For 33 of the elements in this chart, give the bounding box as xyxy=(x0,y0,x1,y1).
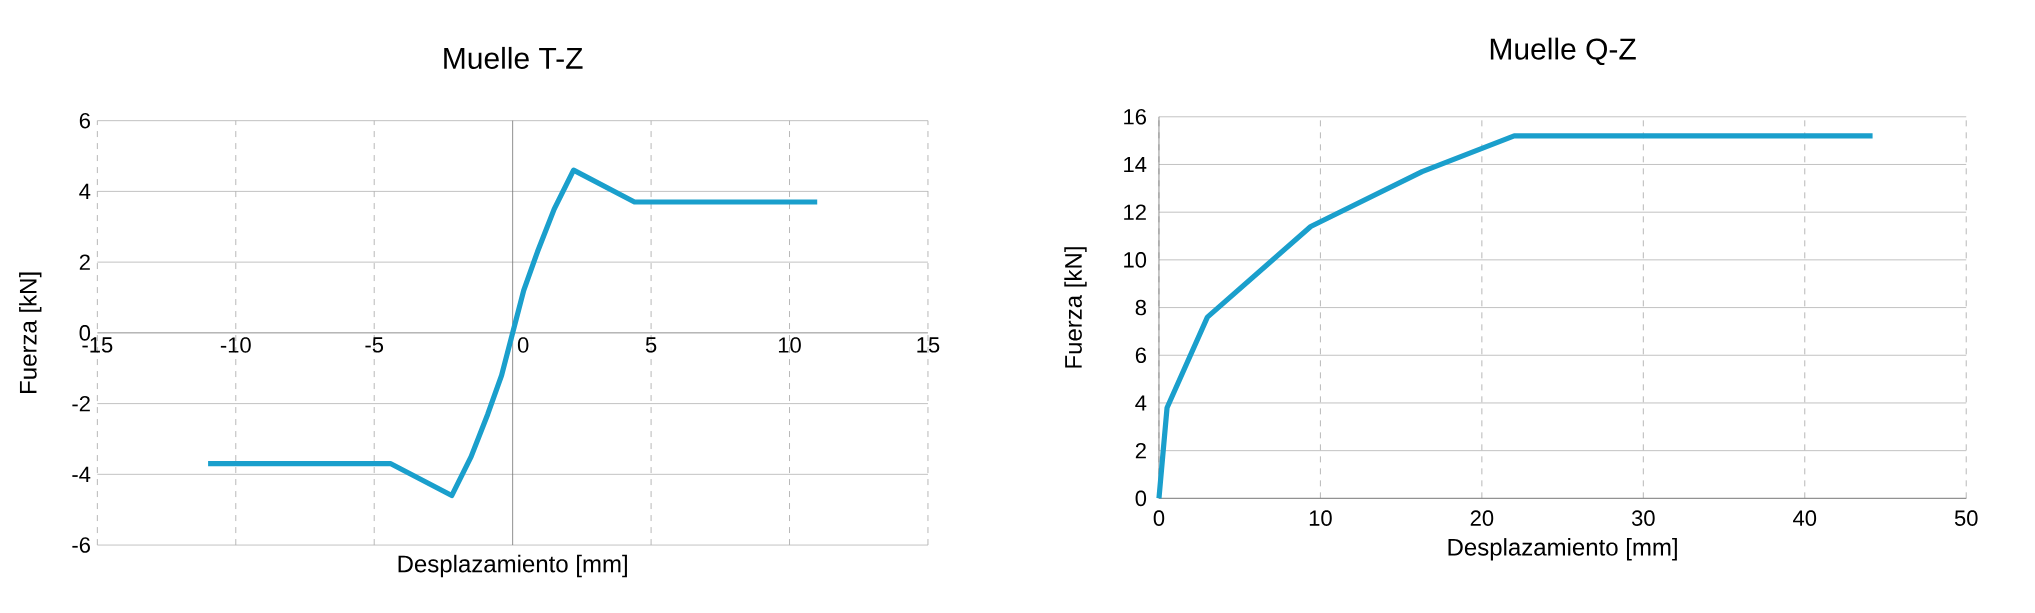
x-tick-label: 5 xyxy=(645,337,657,353)
x-tick-label: -5 xyxy=(365,337,384,353)
x-tick-label: 15 xyxy=(917,337,940,353)
x-tick-label: -10 xyxy=(220,337,251,353)
y-tick-label: 4 xyxy=(79,183,91,199)
y-tick-label: 10 xyxy=(1124,252,1147,268)
x-tick-label: 20 xyxy=(1470,510,1494,526)
x-tick-label: 40 xyxy=(1793,510,1817,526)
y-tick-label: 14 xyxy=(1124,156,1147,173)
y-tick-label: -2 xyxy=(72,395,90,412)
y-tick-label: 6 xyxy=(79,112,90,129)
y-tick-label: 6 xyxy=(1135,347,1146,364)
y-tick-label: 0 xyxy=(1135,490,1147,507)
x-tick-label: 0 xyxy=(1153,510,1165,526)
x-axis-title: Desplazamiento [mm] xyxy=(398,554,627,578)
y-axis-title: Fuerza [kN] xyxy=(19,272,42,393)
chart-title: Muelle Q-Z xyxy=(1490,37,1636,66)
y-axis-title: Fuerza [kN] xyxy=(1064,247,1087,368)
y-tick-label: 8 xyxy=(1135,299,1146,316)
x-tick-label: 0 xyxy=(517,337,529,353)
y-tick-label: -6 xyxy=(72,537,90,553)
y-tick-label: 2 xyxy=(79,254,90,270)
y-tick-label: 16 xyxy=(1124,109,1146,125)
x-axis-title: Desplazamiento [mm] xyxy=(1448,538,1677,561)
x-tick-label: 50 xyxy=(1954,510,1978,526)
x-tick-label: 10 xyxy=(778,337,801,353)
y-tick-label: 4 xyxy=(1135,395,1147,411)
y-tick-label: -4 xyxy=(72,466,91,482)
x-tick-label: 30 xyxy=(1631,510,1655,526)
x-tick-label: 10 xyxy=(1309,510,1332,526)
y-tick-label: 2 xyxy=(1135,442,1146,459)
chart-title: Muelle T-Z xyxy=(444,46,583,69)
y-tick-label: 12 xyxy=(1124,204,1146,220)
